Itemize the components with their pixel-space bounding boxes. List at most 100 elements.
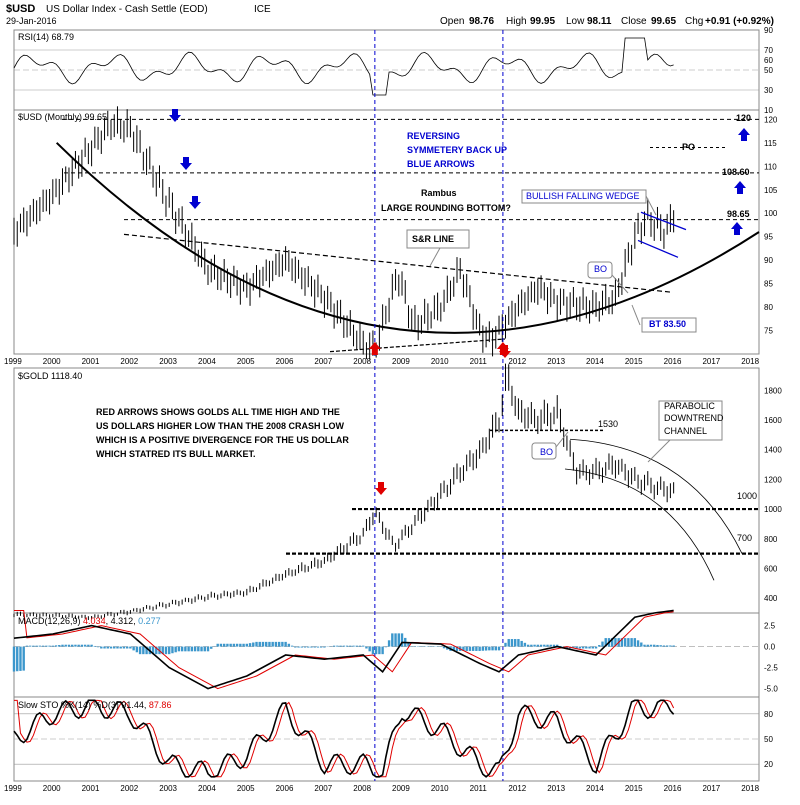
low-value: 98.11 [587,16,612,27]
gold-tick-1000: 1000 [764,505,782,514]
blue-down-arrow-3 [189,196,201,209]
macd-hist-bar-111 [372,647,374,655]
rsi-value: 68.79 [52,32,75,42]
rsi-tick-low: 10 [764,106,773,115]
usd-label-text: $USD (Monthly) [18,112,82,122]
macd-hist-bar-101 [339,646,341,647]
open-label: Open [440,16,464,27]
blue-down-arrow-1 [169,109,181,122]
macd-hist-bar-178 [588,647,590,649]
macd-hist-bar-49 [171,647,173,654]
macd-hist-bar-27 [100,647,102,649]
macd-hist-bar-65 [223,644,225,647]
usd-year-label-2003: 2003 [159,357,177,366]
macd-hist-bar-164 [543,645,545,647]
bottom-year-label-2002: 2002 [120,784,138,793]
usd-tick-90: 90 [764,256,773,265]
macd-hist-bar-66 [226,644,228,647]
reversing-line-3: BLUE ARROWS [407,159,475,169]
chg-label: Chg [685,16,703,27]
level-120-label: 120 [736,113,751,123]
macd-hist-bar-2 [19,647,21,671]
macd-hist-bar-154 [511,639,513,647]
macd-hist-bar-47 [165,647,167,655]
bottom-year-label-2015: 2015 [625,784,643,793]
macd-hist-bar-83 [281,642,283,647]
macd-hist-bar-146 [485,647,487,651]
bottom-year-label-2008: 2008 [353,784,371,793]
macd-hist-bar-200 [660,645,662,646]
macd-hist-bar-147 [488,647,490,651]
macd-hist-bar-115 [385,647,387,648]
macd-hist-bar-9 [42,646,44,647]
macd-hist-bar-35 [126,647,128,649]
macd-hist-bar-180 [595,647,597,649]
macd-hist-bar-163 [540,645,542,647]
macd-hist-bar-22 [84,645,86,647]
bottom-year-label-2004: 2004 [198,784,216,793]
bottom-year-label-2014: 2014 [586,784,604,793]
macd-hist-bar-161 [533,645,535,647]
gold-tick-800: 800 [764,535,778,544]
usd-tick-80: 80 [764,303,773,312]
usd-year-label-2005: 2005 [237,357,255,366]
macd-hist-bar-176 [582,647,584,649]
macd-hist-bar-140 [465,647,467,651]
macd-hist-bar-117 [391,633,393,646]
sto-tick-20: 20 [764,760,773,769]
macd-hist-bar-67 [229,644,231,647]
macd-hist-bar-34 [123,647,125,649]
macd-hist-bar-190 [627,638,629,647]
macd-hist-bar-75 [255,642,257,647]
macd-hist-bar-81 [275,642,277,647]
macd-hist-bar-12 [52,646,54,647]
macd-hist-bar-20 [77,645,79,647]
macd-hist-bar-196 [647,645,649,647]
macd-hist-bar-36 [129,647,131,649]
usd-year-label-2017: 2017 [702,357,720,366]
usd-year-label-2009: 2009 [392,357,410,366]
bottom-year-label-1999: 1999 [4,784,22,793]
macd-hist-bar-39 [139,647,141,655]
macd-hist-bar-116 [388,640,390,646]
macd-hist-bar-0 [13,647,15,672]
open-value: 98.76 [469,16,494,27]
macd-label-text: MACD(12,26,9) [18,616,81,626]
bottom-year-label-2007: 2007 [314,784,332,793]
macd-hist-bar-191 [630,638,632,647]
parabolic-line-1: PARABOLIC [664,401,715,411]
macd-hist-bar-143 [475,647,477,651]
usd-year-label-2002: 2002 [120,357,138,366]
usd-year-label-2015: 2015 [625,357,643,366]
macd-hist-bar-102 [343,646,345,647]
level-98-label: 98.65 [727,209,750,219]
usd-year-label-2018: 2018 [741,357,759,366]
macd-hist-bar-1 [16,647,18,672]
rsi-tick-mid: 60 [764,56,773,65]
macd-hist-bar-71 [242,644,244,647]
macd-hist-bar-26 [97,647,99,648]
level-108-label: 108.60 [722,167,750,177]
rsi-line [14,38,674,95]
sto-v2: 87.86 [149,700,172,710]
usd-year-label-2013: 2013 [547,357,565,366]
rsi-label-text: RSI(14) [18,32,49,42]
usd-tick-100: 100 [764,209,778,218]
macd-hist-bar-88 [297,647,299,648]
blue-up-arrow-2 [734,181,746,194]
red-arrows-line-2: US DOLLARS HIGHER LOW THAN THE 2008 CRAS… [96,421,345,431]
macd-hist-bar-192 [634,638,636,647]
wedge-top [641,212,686,229]
parabolic-upper [570,439,742,553]
macd-hist-bar-7 [35,646,37,647]
level-700-label: 700 [737,533,752,543]
macd-hist-bar-10 [45,646,47,647]
gold-label-text: $GOLD [18,371,49,381]
usd-bo-label: BO [594,264,607,274]
macd-hist-bar-58 [200,647,202,652]
macd-hist-bar-110 [368,647,370,652]
macd-hist-bar-95 [320,647,322,648]
macd-hist-bar-59 [204,647,206,652]
bottom-year-label-2006: 2006 [276,784,294,793]
